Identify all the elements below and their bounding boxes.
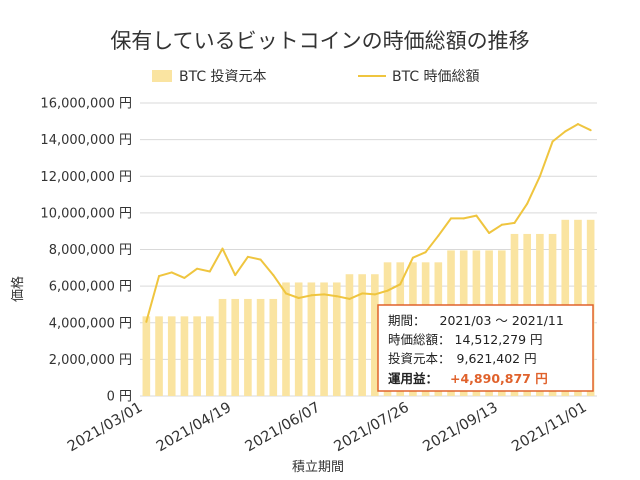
point-market-value bbox=[411, 256, 414, 259]
summary-profit-label: 運用益： bbox=[388, 371, 438, 386]
point-market-value bbox=[158, 275, 161, 278]
point-market-value bbox=[399, 283, 402, 286]
y-tick-label: 0 円 bbox=[107, 390, 132, 405]
bar-principal bbox=[320, 282, 328, 396]
y-tick-label: 6,000,000 円 bbox=[49, 280, 132, 295]
bar-principal bbox=[218, 298, 227, 396]
point-market-value bbox=[183, 276, 186, 279]
y-tick-label: 16,000,000 円 bbox=[40, 97, 132, 112]
summary-box-frame bbox=[377, 304, 594, 392]
bar-principal bbox=[282, 282, 290, 396]
point-market-value bbox=[526, 202, 529, 205]
point-market-value bbox=[373, 293, 376, 296]
bar-principal bbox=[231, 298, 240, 396]
point-market-value bbox=[272, 274, 275, 277]
point-market-value bbox=[437, 234, 440, 237]
point-market-value bbox=[589, 129, 592, 132]
legend: BTC 投資元本 BTC 時価総額 bbox=[152, 69, 480, 85]
bar-principal bbox=[332, 282, 341, 396]
point-market-value bbox=[234, 274, 237, 277]
point-market-value bbox=[323, 293, 326, 296]
legend-swatch-principal bbox=[152, 70, 172, 82]
y-tick-label: 8,000,000 円 bbox=[49, 243, 132, 258]
point-market-value bbox=[576, 123, 579, 126]
summary-profit: 運用益： +4,890,877 円 bbox=[388, 371, 548, 386]
summary-principal-label: 投資元本： bbox=[388, 351, 451, 366]
y-axis-title: 価格 bbox=[10, 276, 26, 302]
bar-principal bbox=[167, 316, 176, 396]
summary-box: 期間： 2021/03 ～ 2021/11 時価総額： 14,512,279 円 投… bbox=[377, 304, 594, 392]
point-market-value bbox=[462, 217, 465, 220]
bar-principal bbox=[371, 274, 379, 396]
point-market-value bbox=[450, 217, 453, 220]
point-market-value bbox=[297, 297, 300, 300]
point-market-value bbox=[475, 214, 478, 217]
point-market-value bbox=[259, 258, 262, 261]
y-tick-labels: 0 円 2,000,000 円 4,000,000 円 6,000,000 円 8,00… bbox=[40, 97, 132, 405]
bar-principal bbox=[193, 316, 201, 396]
point-market-value bbox=[348, 297, 351, 300]
bar-principal bbox=[244, 298, 252, 396]
summary-principal-value: 9,621,402 円 bbox=[457, 351, 537, 366]
y-tick-label: 14,000,000 円 bbox=[40, 133, 132, 148]
point-market-value bbox=[488, 232, 491, 235]
summary-market-value-label: 時価総額： bbox=[388, 332, 451, 347]
point-market-value bbox=[500, 223, 503, 226]
line-market-value bbox=[145, 123, 592, 323]
point-market-value bbox=[246, 255, 249, 258]
y-tick-label: 10,000,000 円 bbox=[40, 206, 132, 221]
bar-principal bbox=[294, 282, 303, 396]
summary-profit-value: +4,890,877 円 bbox=[450, 371, 548, 386]
point-market-value bbox=[551, 140, 554, 143]
bar-principal bbox=[307, 282, 316, 396]
summary-principal: 投資元本： 9,621,402 円 bbox=[388, 351, 537, 366]
point-market-value bbox=[284, 292, 287, 295]
chart-title: 保有しているビットコインの時価総額の推移 bbox=[110, 29, 529, 53]
summary-period: 期間： 2021/03 ～ 2021/11 bbox=[388, 313, 564, 328]
point-market-value bbox=[221, 247, 224, 250]
summary-market-value-value: 14,512,279 円 bbox=[455, 332, 543, 347]
bar-principal bbox=[142, 316, 151, 396]
point-market-value bbox=[513, 221, 516, 224]
x-axis-title: 積立期間 bbox=[292, 460, 344, 475]
legend-label-principal: BTC 投資元本 bbox=[179, 69, 267, 85]
bar-principal bbox=[269, 298, 278, 396]
y-tick-label: 2,000,000 円 bbox=[49, 353, 132, 368]
point-market-value bbox=[208, 270, 211, 273]
bar-principal bbox=[358, 274, 366, 396]
y-tick-label: 12,000,000 円 bbox=[40, 170, 132, 185]
bar-principal bbox=[345, 274, 354, 396]
point-market-value bbox=[538, 175, 541, 178]
bar-principal bbox=[155, 316, 163, 396]
point-market-value bbox=[196, 267, 199, 270]
bar-principal bbox=[256, 298, 265, 396]
bar-principal bbox=[180, 316, 189, 396]
y-gridlines bbox=[140, 102, 597, 397]
point-market-value bbox=[564, 130, 567, 133]
point-market-value bbox=[335, 295, 338, 298]
series-line-market-value bbox=[145, 123, 592, 323]
y-tick-label: 4,000,000 円 bbox=[49, 316, 132, 331]
point-market-value bbox=[424, 251, 427, 254]
point-market-value bbox=[145, 320, 148, 323]
point-market-value bbox=[310, 294, 313, 297]
summary-period-label: 期間： bbox=[388, 313, 426, 328]
summary-period-value: 2021/03 ～ 2021/11 bbox=[440, 313, 564, 328]
bar-principal bbox=[206, 316, 214, 396]
point-market-value bbox=[361, 292, 364, 295]
point-market-value bbox=[386, 289, 389, 292]
legend-label-market-value: BTC 時価総額 bbox=[392, 69, 480, 85]
summary-market-value: 時価総額： 14,512,279 円 bbox=[388, 332, 543, 347]
point-market-value bbox=[170, 271, 173, 274]
